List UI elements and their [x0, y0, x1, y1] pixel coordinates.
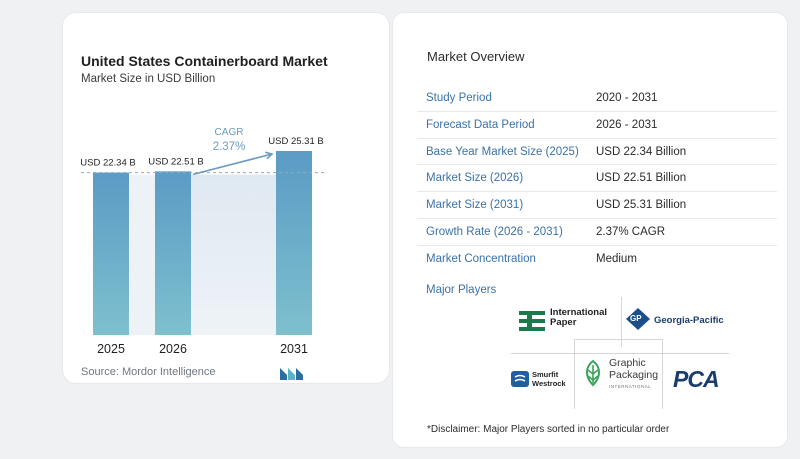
- pca-name: PCA: [673, 366, 720, 392]
- chart-subtitle: Market Size in USD Billion: [81, 73, 216, 85]
- chart-canvas: USD 22.34 B USD 22.51 B USD 25.31 B CAGR 2…: [80, 127, 325, 356]
- international-paper-logo: International Paper: [519, 307, 619, 335]
- x-tick-2025: 2025: [97, 342, 125, 356]
- cagr-arrow: [192, 153, 273, 176]
- overview-title: Market Overview: [427, 49, 525, 64]
- bar-2031: [276, 151, 312, 335]
- graphic-packaging-name-line2: Packaging: [609, 369, 659, 381]
- overview-value: USD 25.31 Billion: [596, 199, 687, 212]
- overview-value: Medium: [596, 252, 637, 265]
- smurfit-westrock-name-line2: Westrock: [532, 378, 566, 388]
- georgia-pacific-logo: GP Georgia-Pacific: [626, 306, 736, 334]
- overview-card: Market Overview Study Period 2020 - 2031…: [392, 12, 788, 448]
- pca-logo: PCA: [671, 366, 731, 394]
- growth-band-area: [191, 174, 276, 335]
- international-paper-name-line1: International: [550, 307, 608, 318]
- growth-band: [129, 174, 276, 335]
- georgia-pacific-mark: GP: [630, 314, 642, 323]
- bar-2025: [93, 172, 129, 335]
- overview-value: USD 22.34 Billion: [596, 145, 687, 158]
- overview-value: 2020 - 2031: [596, 92, 658, 104]
- cagr-annotation: CAGR 2.37%: [192, 127, 274, 176]
- graphic-packaging-name-line1: Graphic: [609, 357, 646, 369]
- overview-label: Study Period: [426, 92, 492, 104]
- overview-label: Growth Rate (2026 - 2031): [426, 225, 563, 238]
- smurfit-westrock-logo: Smurfit Westrock: [511, 365, 573, 395]
- overview-label: Market Size (2031): [426, 199, 524, 212]
- graphic-packaging-name-line3: INTERNATIONAL: [609, 384, 652, 389]
- cagr-arrowhead: [265, 151, 274, 160]
- chart-title: United States Containerboard Market: [81, 53, 328, 69]
- overview-row: Forecast Data Period 2026 - 2031: [417, 112, 777, 139]
- overview-table: Study Period 2020 - 2031 Forecast Data P…: [417, 85, 777, 273]
- international-paper-name-line2: Paper: [550, 317, 577, 328]
- disclaimer: *Disclaimer: Major Players sorted in no …: [427, 424, 670, 435]
- x-axis-ticks: 2025 2026 2031: [97, 342, 308, 356]
- georgia-pacific-icon: [626, 308, 650, 330]
- value-label-2031: USD 25.31 B: [268, 136, 323, 147]
- mordor-intelligence-logo-icon: [280, 368, 303, 380]
- chart-source: Source: Mordor Intelligence: [81, 366, 216, 378]
- graphic-packaging-icon: [586, 359, 600, 387]
- bar-series: [93, 151, 312, 335]
- logo-divider: [511, 353, 729, 354]
- overview-row: Market Size (2031) USD 25.31 Billion: [417, 192, 777, 219]
- bar-2026: [155, 171, 191, 335]
- value-labels: USD 22.34 B USD 22.51 B USD 25.31 B: [80, 136, 323, 169]
- overview-row: Study Period 2020 - 2031: [417, 85, 777, 112]
- smurfit-westrock-name-line1: Smurfit: [532, 370, 559, 379]
- overview-value: 2026 - 2031: [596, 118, 658, 131]
- x-tick-2031: 2031: [280, 342, 308, 356]
- major-players-title: Major Players: [426, 284, 497, 296]
- logo-divider: [574, 339, 662, 340]
- smurfit-westrock-icon: [511, 371, 529, 387]
- overview-row: Market Size (2026) USD 22.51 Billion: [417, 165, 777, 193]
- graphic-packaging-logo: Graphic Packaging INTERNATIONAL: [579, 351, 661, 397]
- logo-divider: [574, 339, 575, 409]
- cagr-value: 2.37%: [213, 141, 246, 153]
- value-label-2026: USD 22.51 B: [148, 156, 203, 167]
- overview-label: Forecast Data Period: [426, 118, 535, 131]
- x-tick-2026: 2026: [159, 342, 187, 356]
- overview-row: Growth Rate (2026 - 2031) 2.37% CAGR: [417, 219, 777, 246]
- overview-label: Market Concentration: [426, 252, 536, 265]
- overview-row: Base Year Market Size (2025) USD 22.34 B…: [417, 139, 777, 166]
- overview-value: USD 22.51 Billion: [596, 172, 687, 185]
- overview-label: Base Year Market Size (2025): [426, 145, 579, 158]
- georgia-pacific-name: Georgia-Pacific: [654, 315, 724, 326]
- logo-divider: [662, 339, 663, 409]
- overview-row: Market Concentration Medium: [417, 246, 777, 273]
- chart-card: USD 22.34 B USD 22.51 B USD 25.31 B CAGR 2…: [62, 12, 390, 384]
- international-paper-icon: [519, 311, 545, 331]
- growth-band-gap: [129, 174, 155, 335]
- value-label-2025: USD 22.34 B: [80, 158, 135, 169]
- logo-divider: [621, 297, 622, 347]
- overview-value: 2.37% CAGR: [596, 225, 666, 238]
- overview-label: Market Size (2026): [426, 172, 524, 185]
- cagr-label: CAGR: [215, 127, 244, 138]
